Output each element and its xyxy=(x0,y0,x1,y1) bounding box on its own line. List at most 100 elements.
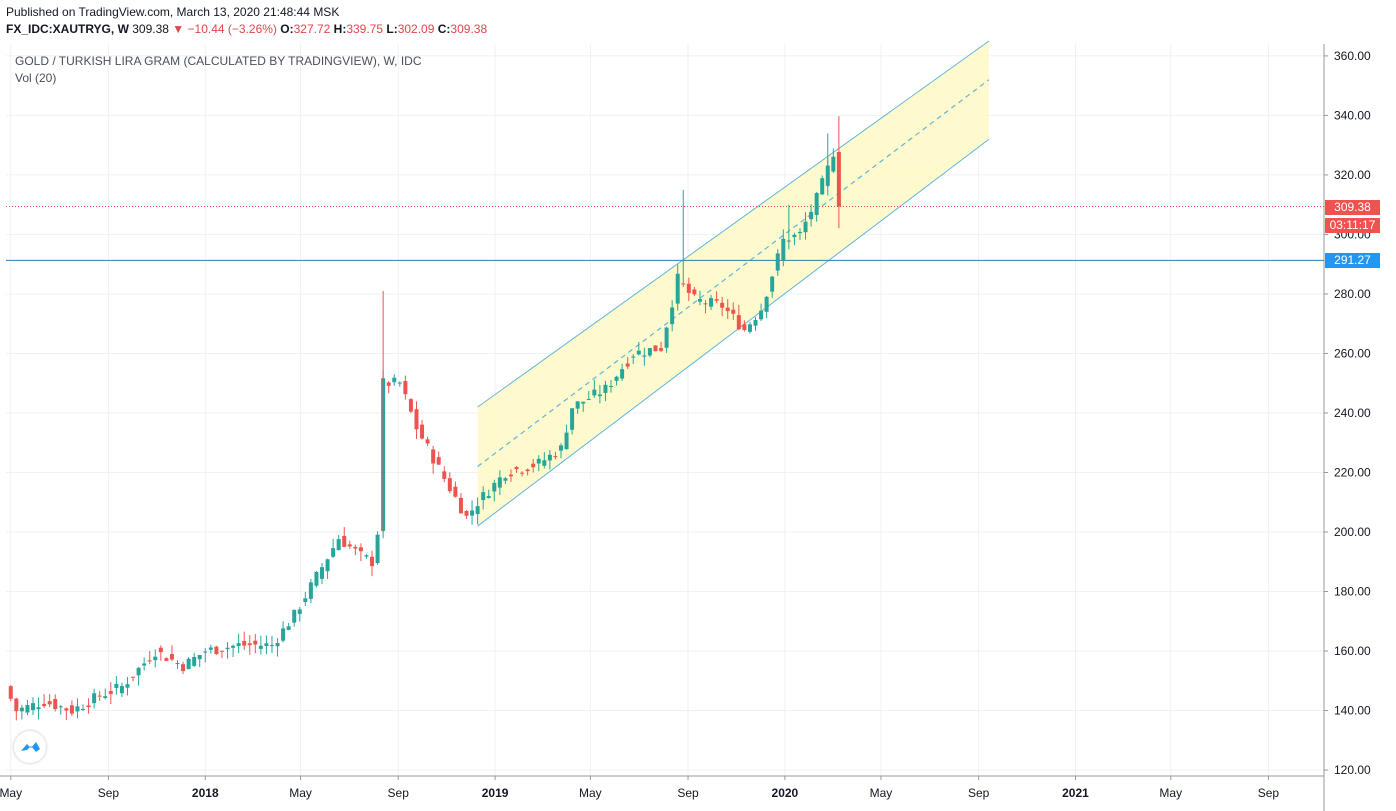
candle-body xyxy=(358,547,363,552)
candle-body xyxy=(14,698,19,712)
candle-body xyxy=(308,582,313,599)
candle-body xyxy=(175,662,180,664)
candle-body xyxy=(114,683,119,688)
candle-body xyxy=(803,221,808,233)
candle-body xyxy=(547,454,552,461)
regression-channel-fill xyxy=(477,41,989,527)
candle-body xyxy=(192,656,197,666)
candle-body xyxy=(631,356,636,358)
candle-body xyxy=(775,253,780,271)
candle-body xyxy=(208,647,213,650)
channel-middle-line xyxy=(477,79,990,468)
volume-legend: Vol (20) xyxy=(15,71,57,85)
candle-body xyxy=(53,699,58,710)
candle-body xyxy=(764,296,769,312)
candle-body xyxy=(431,449,436,464)
candle-body xyxy=(131,676,136,678)
candle-body xyxy=(642,355,647,357)
y-tick-label: 280.00 xyxy=(1334,287,1371,301)
candle-body xyxy=(236,643,241,647)
candle-body xyxy=(103,696,108,699)
candle-body xyxy=(759,310,764,320)
candle-body xyxy=(203,651,208,653)
candle-body xyxy=(25,705,30,713)
candle-body xyxy=(186,658,191,670)
y-tick-label: 140.00 xyxy=(1334,704,1371,718)
candle-body xyxy=(436,457,441,465)
candle-body xyxy=(503,478,508,481)
candle-body xyxy=(197,655,202,660)
candle-body xyxy=(225,647,230,650)
candle-body xyxy=(492,482,497,492)
candle-body xyxy=(214,646,219,655)
y-tick-label: 180.00 xyxy=(1334,585,1371,599)
candle-body xyxy=(603,384,608,393)
candle-body xyxy=(731,309,736,314)
candle-body xyxy=(158,647,163,653)
candle-body xyxy=(353,546,358,549)
candle-body xyxy=(753,319,758,326)
candle-body xyxy=(558,445,563,451)
candle-body xyxy=(697,299,702,302)
last-price-tag: 309.38 xyxy=(1325,200,1380,215)
candle-body xyxy=(336,539,341,551)
candle-body xyxy=(592,389,597,396)
candle-body xyxy=(303,598,308,603)
quote-line: FX_IDC:XAUTRYG, W 309.38 ▼ −10.44 (−3.26… xyxy=(6,22,487,36)
candle-body xyxy=(686,283,691,293)
tradingview-logo[interactable] xyxy=(14,731,46,763)
candle-body xyxy=(442,471,447,479)
candle-body xyxy=(375,534,380,564)
open-value: 327.72 xyxy=(293,22,331,36)
candle-body xyxy=(19,707,24,712)
y-tick-label: 220.00 xyxy=(1334,465,1371,479)
candle-body xyxy=(42,703,47,707)
candle-body xyxy=(169,654,174,660)
candle-body xyxy=(714,299,719,301)
candle-body xyxy=(453,486,458,497)
x-tick-label: Sep xyxy=(1258,786,1280,800)
high-label: H: xyxy=(333,22,347,36)
candle-body xyxy=(297,609,302,614)
open-label: O: xyxy=(280,22,294,36)
candle-body xyxy=(253,640,258,645)
x-tick-label: 2019 xyxy=(482,786,509,800)
x-tick-label: Sep xyxy=(968,786,990,800)
candle-body xyxy=(219,650,224,652)
candle-body xyxy=(659,348,664,351)
candle-body xyxy=(403,381,408,395)
x-tick-label: 2021 xyxy=(1062,786,1089,800)
candle-body xyxy=(320,567,325,579)
candle-body xyxy=(564,432,569,450)
x-tick-label: Sep xyxy=(677,786,699,800)
candle-body xyxy=(269,645,274,647)
candle-body xyxy=(525,469,530,472)
candle-body xyxy=(397,382,402,384)
candle-body xyxy=(286,626,291,630)
candle-body xyxy=(586,398,591,400)
x-tick-label: Sep xyxy=(98,786,120,800)
candle-body xyxy=(486,496,491,498)
candle-body xyxy=(675,273,680,304)
candle-body xyxy=(475,506,480,515)
candle-body xyxy=(575,401,580,409)
x-tick-label: May xyxy=(870,786,893,800)
y-tick-label: 260.00 xyxy=(1334,346,1371,360)
candle-body xyxy=(81,708,86,711)
symbol-label: FX_IDC:XAUTRYG, W xyxy=(6,22,129,36)
candle-body xyxy=(125,684,130,688)
down-arrow-icon: ▼ xyxy=(172,22,185,36)
close-label: C: xyxy=(437,22,451,36)
candle-body xyxy=(636,350,641,355)
channel-lower-line xyxy=(477,138,990,527)
candle-body xyxy=(831,156,836,172)
candle-body xyxy=(809,211,814,220)
candle-body xyxy=(536,458,541,464)
candle-body xyxy=(720,302,725,308)
candle-body xyxy=(709,298,714,307)
candle-body xyxy=(508,474,513,477)
y-tick-label: 120.00 xyxy=(1334,763,1371,777)
candle-body xyxy=(497,477,502,488)
last-price: 309.38 xyxy=(132,22,169,36)
